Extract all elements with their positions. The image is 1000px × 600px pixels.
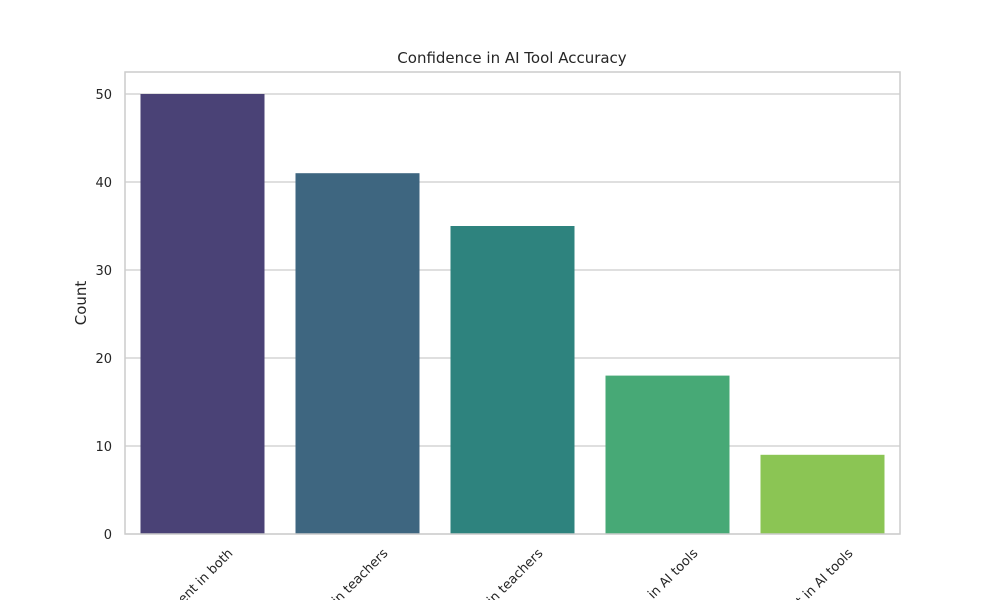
chart-title: Confidence in AI Tool Accuracy [397, 49, 627, 67]
bar [450, 226, 575, 534]
bars [140, 94, 885, 534]
y-tick-label: 30 [95, 264, 112, 279]
y-axis-ticks: 0 10 20 30 40 50 [95, 88, 112, 543]
x-tick-label: t in AI tools [794, 546, 857, 600]
x-tick-label: in teachers [329, 546, 391, 600]
bar [140, 94, 265, 534]
y-axis-label: Count [72, 281, 90, 326]
y-tick-label: 40 [95, 176, 112, 191]
bar [760, 454, 885, 534]
y-tick-label: 10 [95, 440, 112, 455]
bar [605, 375, 730, 534]
x-tick-label: in teachers [484, 546, 546, 600]
y-tick-label: 20 [95, 352, 112, 367]
bar [295, 173, 420, 534]
plot-frame [124, 71, 901, 535]
y-tick-label: 0 [104, 528, 112, 543]
x-axis-ticks: ent in both in teachers in teachers in AI t… [176, 546, 857, 600]
x-tick-label: ent in both [176, 546, 237, 600]
x-tick-label: in AI tools [645, 546, 701, 600]
y-tick-label: 50 [95, 88, 112, 103]
